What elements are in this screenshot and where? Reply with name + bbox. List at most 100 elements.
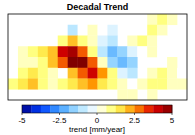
cell (98, 68, 108, 79)
cell (18, 79, 28, 90)
cell (58, 36, 68, 47)
cell (98, 79, 108, 90)
cell (147, 36, 157, 47)
cell (38, 46, 48, 57)
cell (107, 46, 117, 57)
colorbar-segment (144, 105, 154, 113)
cell (157, 68, 167, 79)
cell (18, 57, 28, 68)
cell (58, 46, 68, 57)
cell (157, 25, 167, 36)
colorbar-segment (135, 105, 145, 113)
colorbar-tick (22, 113, 23, 115)
colorbar-label: trend [mm/year] (69, 125, 125, 134)
cell (137, 46, 147, 57)
cell (147, 68, 157, 79)
cell (38, 79, 48, 90)
colorbar-segment (106, 105, 116, 113)
map-background (8, 14, 187, 100)
cell (147, 79, 157, 90)
cell (127, 36, 137, 47)
colorbar-segment (50, 105, 60, 113)
cell (157, 57, 167, 68)
cell (88, 79, 98, 90)
cell (167, 14, 177, 25)
colorbar-segment (97, 105, 107, 113)
colorbar-tick-label: 2.5 (129, 116, 141, 125)
cell (98, 57, 108, 68)
cell (147, 25, 157, 36)
cell (88, 25, 98, 36)
cell (88, 57, 98, 68)
cell (147, 89, 157, 100)
cell (78, 36, 88, 47)
map-frame (8, 14, 187, 100)
colorbar-segment (31, 105, 41, 113)
colorbar-segment (69, 105, 79, 113)
colorbar-tick (97, 113, 98, 115)
cell (127, 57, 137, 68)
colorbar-segment (163, 105, 173, 113)
cell (68, 46, 78, 57)
cell (58, 57, 68, 68)
cell (58, 79, 68, 90)
cell (48, 57, 58, 68)
colorbar-segment (41, 105, 51, 113)
colorbar-frame (22, 105, 172, 113)
cell (98, 46, 108, 57)
colorbar-tick-label: -5 (18, 116, 26, 125)
cell (157, 79, 167, 90)
cell (28, 46, 38, 57)
cell (117, 57, 127, 68)
cell (127, 79, 137, 90)
cell (38, 68, 48, 79)
cell (38, 57, 48, 68)
cell (98, 36, 108, 47)
cell (117, 68, 127, 79)
cell (98, 25, 108, 36)
cell (167, 68, 177, 79)
cell (78, 46, 88, 57)
cell (28, 57, 38, 68)
cell (127, 89, 137, 100)
cell (157, 36, 167, 47)
cell (78, 57, 88, 68)
cell (68, 57, 78, 68)
cell (167, 79, 177, 90)
cell (167, 57, 177, 68)
cell (28, 79, 38, 90)
colorbar-segment (88, 105, 98, 113)
cell (78, 25, 88, 36)
map-cells (8, 14, 187, 100)
colorbar-segment (78, 105, 88, 113)
cell (18, 68, 28, 79)
cell (107, 79, 117, 90)
cell (117, 79, 127, 90)
colorbar-tick (134, 113, 135, 115)
cell (88, 36, 98, 47)
cell (107, 36, 117, 47)
cell (127, 68, 137, 79)
cell (107, 57, 117, 68)
cell (147, 14, 157, 25)
cell (107, 25, 117, 36)
cell (48, 79, 58, 90)
cell (88, 46, 98, 57)
cell (177, 68, 187, 79)
cell (18, 46, 28, 57)
cell (117, 89, 127, 100)
cell (177, 79, 187, 90)
cell (68, 68, 78, 79)
cell (137, 79, 147, 90)
cell (68, 36, 78, 47)
title: Decadal Trend (67, 2, 129, 12)
cell (127, 46, 137, 57)
cell (147, 46, 157, 57)
colorbar-segment (125, 105, 135, 113)
cell (78, 79, 88, 90)
cell (137, 36, 147, 47)
cell (48, 68, 58, 79)
map-chart: Decadal Trend-5-2.502.55trend [mm/year] (0, 0, 195, 135)
colorbar-tick (172, 113, 173, 115)
cell (157, 46, 167, 57)
